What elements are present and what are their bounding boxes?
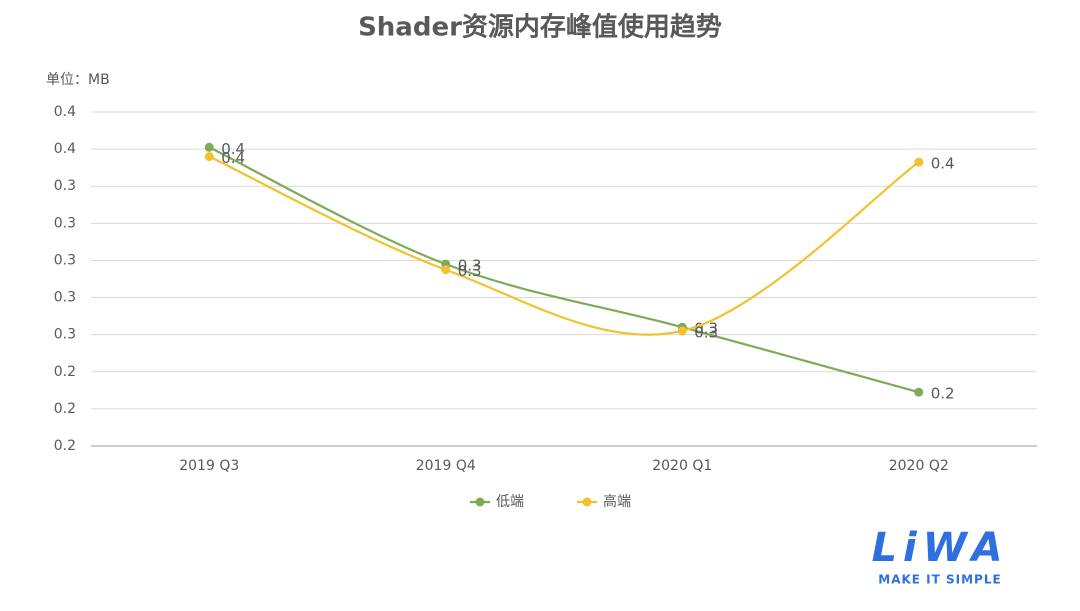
legend-label: 低端 bbox=[496, 494, 524, 510]
y-tick-label: 0.2 bbox=[54, 438, 76, 454]
legend-label: 高端 bbox=[603, 493, 631, 510]
data-label: 0.4 bbox=[221, 149, 245, 167]
data-label: 0.4 bbox=[931, 155, 955, 173]
line bbox=[208, 155, 920, 336]
y-tick-label: 0.4 bbox=[54, 104, 76, 120]
point bbox=[204, 152, 214, 162]
data-label: 0.4 bbox=[221, 140, 245, 158]
y-tick-label: 0.3 bbox=[54, 290, 76, 306]
y-tick-label: 0.2 bbox=[54, 364, 76, 380]
y-tick-label: 0.2 bbox=[54, 401, 76, 417]
data-label: 0.3 bbox=[694, 323, 718, 341]
line bbox=[208, 146, 920, 394]
x-tick-label: 2020 Q1 bbox=[652, 458, 712, 474]
unit-label: 单位：MB bbox=[46, 72, 110, 88]
point bbox=[914, 387, 924, 397]
point bbox=[677, 326, 687, 336]
y-tick-label: 0.3 bbox=[54, 252, 76, 268]
data-label: 0.3 bbox=[458, 257, 482, 275]
chart-title: Shader资源内存峰值使用趋势 bbox=[358, 13, 722, 43]
y-tick-label: 0.3 bbox=[54, 178, 76, 194]
point bbox=[441, 265, 451, 275]
point bbox=[204, 142, 214, 152]
legend-marker bbox=[582, 497, 592, 507]
x-tick-label: 2020 Q2 bbox=[889, 458, 949, 474]
legend-marker bbox=[475, 497, 485, 507]
point bbox=[914, 157, 924, 167]
data-label: 0.3 bbox=[458, 262, 482, 280]
y-tick-label: 0.3 bbox=[54, 327, 76, 343]
x-tick-label: 2019 Q4 bbox=[416, 458, 476, 474]
x-tick-label: 2019 Q3 bbox=[179, 458, 239, 474]
logo-tagline: MAKE IT SIMPLE bbox=[878, 573, 1001, 587]
y-tick-label: 0.4 bbox=[54, 141, 76, 157]
y-tick-label: 0.3 bbox=[54, 215, 76, 231]
logo-text: LiWA bbox=[872, 525, 1009, 571]
data-label: 0.2 bbox=[931, 385, 955, 403]
